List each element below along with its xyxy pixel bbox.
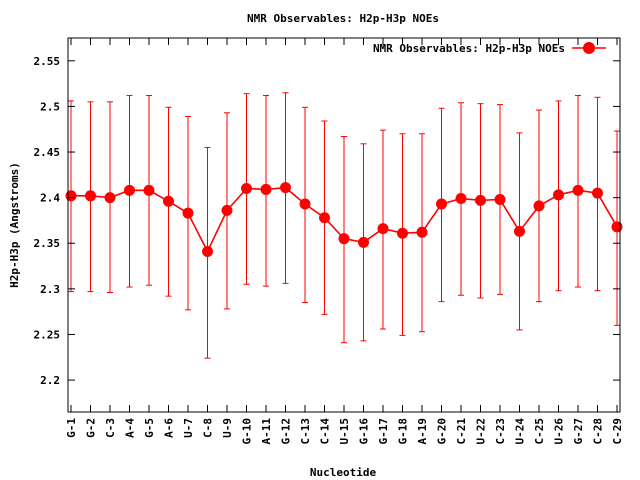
x-axis: G-1 G-2 C-3 A-4 G-5 A-6 U-7 C-8 U-9 G-10 A-11 G-12 C… [65, 38, 624, 445]
data-point [202, 245, 213, 257]
x-tick-label: A-11 [260, 418, 273, 445]
data-point [514, 225, 525, 237]
x-tick-label: U-7 [182, 418, 195, 438]
x-tick-label: U-9 [221, 418, 234, 438]
x-tick-label: G-5 [143, 418, 156, 438]
chart-title: NMR Observables: H2p-H3p NOEs [247, 12, 439, 25]
data-point [533, 200, 545, 212]
data-point [572, 184, 584, 196]
data-point [104, 192, 116, 204]
data-point [280, 182, 291, 194]
legend: NMR Observables: H2p-H3p NOEs [373, 42, 606, 55]
plot-area [65, 92, 623, 359]
x-tick-label: C-28 [592, 418, 605, 445]
data-point [377, 223, 389, 235]
x-tick-label: G-1 [65, 418, 78, 438]
x-tick-label: G-18 [397, 418, 410, 445]
x-tick-label: G-16 [358, 418, 371, 445]
y-tick-label: 2.5 [40, 100, 60, 113]
data-point [182, 207, 194, 219]
data-point [299, 198, 311, 210]
data-point [358, 236, 369, 248]
data-point [65, 190, 77, 202]
x-tick-label: U-15 [338, 418, 351, 445]
y-tick-label: 2.55 [34, 55, 61, 68]
x-tick-label: U-22 [475, 418, 488, 445]
x-tick-label: G-10 [241, 418, 254, 445]
data-point [163, 195, 174, 207]
x-tick-label: C-29 [611, 418, 624, 445]
y-tick-label: 2.45 [34, 146, 61, 159]
x-tick-label: A-4 [124, 418, 137, 438]
data-point [416, 226, 428, 238]
x-axis-label: Nucleotide [310, 466, 377, 479]
y-axis-label: H2p-H3p (Angstroms) [8, 162, 21, 288]
x-tick-label: G-27 [572, 418, 585, 445]
data-point [241, 183, 252, 195]
data-point [397, 227, 408, 239]
x-tick-label: C-23 [494, 418, 507, 445]
x-tick-label: C-3 [104, 418, 117, 438]
data-point [553, 189, 564, 201]
x-tick-label: C-13 [299, 418, 312, 445]
data-point [455, 193, 467, 205]
x-tick-label: G-17 [377, 418, 390, 445]
x-tick-label: U-24 [514, 418, 527, 445]
y-tick-label: 2.35 [34, 237, 61, 250]
data-point [592, 187, 603, 199]
data-point [143, 184, 155, 196]
y-tick-label: 2.4 [40, 192, 60, 205]
x-tick-label: A-19 [416, 418, 429, 445]
x-tick-label: A-6 [163, 418, 176, 438]
legend-marker [583, 42, 595, 54]
data-point [124, 184, 135, 196]
x-tick-label: C-25 [533, 418, 546, 445]
x-tick-label: C-8 [202, 418, 215, 438]
x-tick-label: C-14 [319, 418, 332, 445]
legend-label: NMR Observables: H2p-H3p NOEs [373, 42, 565, 55]
x-tick-label: C-21 [455, 418, 468, 445]
y-tick-label: 2.3 [40, 283, 60, 296]
x-tick-label: U-26 [553, 418, 566, 445]
data-point [221, 204, 233, 216]
data-point [319, 212, 330, 224]
x-tick-label: G-12 [280, 418, 293, 445]
data-point [611, 221, 623, 233]
data-point [260, 183, 272, 195]
data-point [494, 193, 506, 205]
data-point [475, 194, 486, 206]
y-tick-label: 2.25 [34, 328, 61, 341]
data-point [85, 190, 96, 202]
y-axis: 2.2 2.25 2.3 2.35 2.4 2.45 2.5 2.55 [34, 55, 620, 387]
x-tick-label: G-20 [436, 418, 449, 445]
data-point [338, 233, 350, 245]
y-tick-label: 2.2 [40, 374, 60, 387]
x-tick-label: G-2 [85, 418, 98, 438]
data-point [436, 198, 447, 210]
